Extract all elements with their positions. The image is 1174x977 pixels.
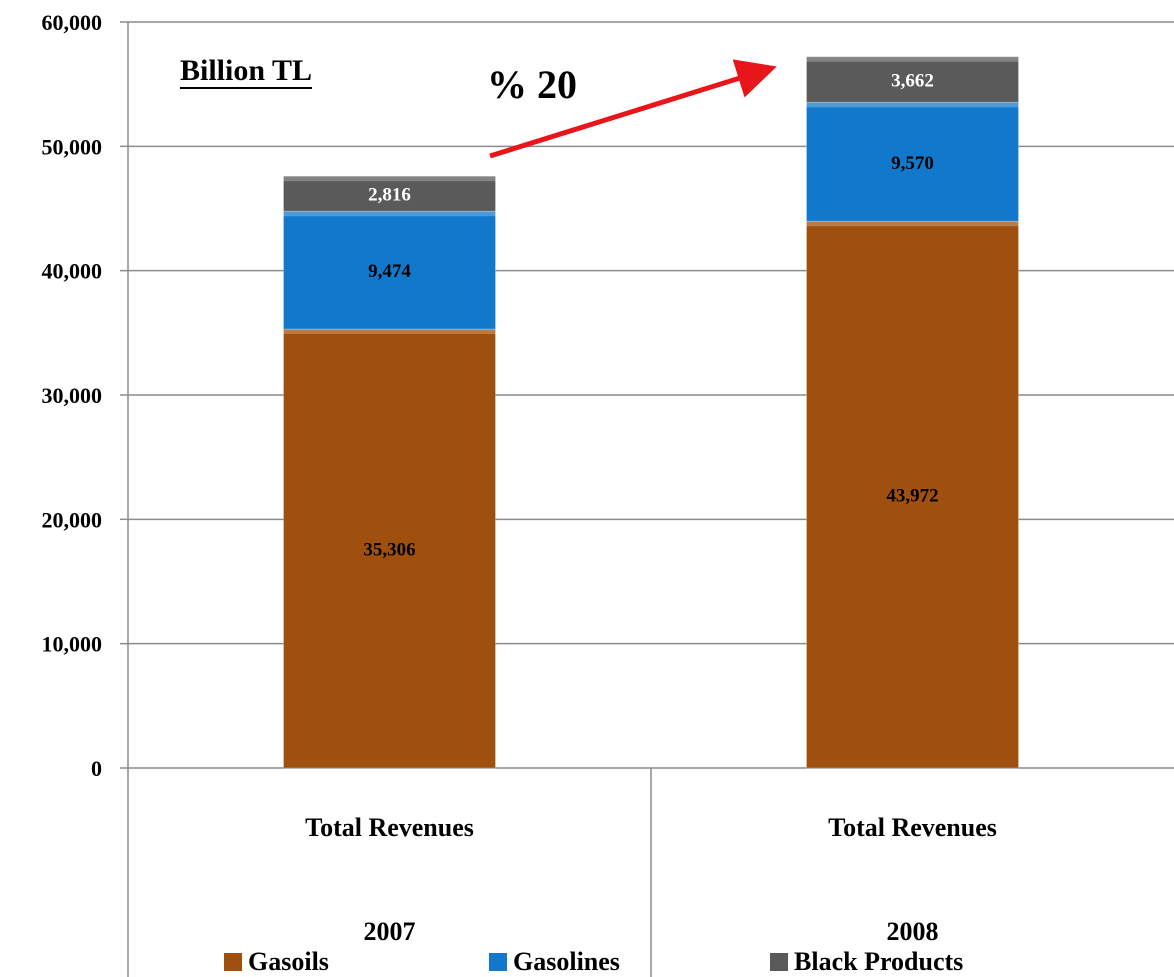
legend: Gasoils Gasolines Black Products bbox=[224, 947, 963, 976]
chart-title: Billion TL bbox=[180, 54, 312, 87]
y-tick-label: 60,000 bbox=[42, 10, 103, 35]
category-labels: Total Revenues 2007 Total Revenues 2008 bbox=[305, 813, 997, 946]
y-tick-label: 30,000 bbox=[42, 383, 103, 408]
legend-swatch bbox=[770, 953, 788, 971]
y-axis-tick-labels: 0 10,000 20,000 30,000 40,000 50,000 60,000 bbox=[42, 10, 103, 781]
bar-bevel bbox=[283, 176, 496, 182]
y-tick-label: 10,000 bbox=[42, 632, 103, 657]
bar-bevel bbox=[283, 211, 496, 217]
legend-label: Black Products bbox=[794, 947, 963, 976]
category-group-label: 2007 bbox=[364, 917, 416, 946]
legend-swatch bbox=[489, 953, 507, 971]
y-tick-label: 40,000 bbox=[42, 259, 103, 284]
y-tick-label: 50,000 bbox=[42, 134, 103, 159]
category-label: Total Revenues bbox=[305, 813, 474, 842]
data-label: 43,972 bbox=[886, 486, 938, 507]
y-tick-label: 20,000 bbox=[42, 507, 103, 532]
growth-arrow bbox=[489, 59, 777, 159]
bar-segment bbox=[806, 101, 1019, 222]
bar-segment bbox=[806, 56, 1019, 103]
legend-swatch bbox=[224, 953, 242, 971]
data-label: 3,662 bbox=[891, 71, 934, 92]
data-label: 9,474 bbox=[368, 261, 411, 282]
legend-label: Gasoils bbox=[248, 947, 329, 976]
y-tick-label: 0 bbox=[91, 756, 102, 781]
bar-bevel bbox=[806, 56, 1019, 62]
bar-bevel bbox=[806, 221, 1019, 227]
data-label: 9,570 bbox=[891, 153, 934, 174]
growth-annotation: % 20 bbox=[487, 62, 577, 107]
bars: 35,306 9,474 2,816 43,972 9,570 3,662 bbox=[283, 56, 1019, 769]
bar-segment bbox=[283, 175, 496, 212]
bar-segment bbox=[283, 210, 496, 330]
bar-bevel bbox=[283, 329, 496, 335]
bar-segment bbox=[283, 328, 496, 769]
bar-segment bbox=[806, 220, 1019, 769]
category-group-label: 2008 bbox=[887, 917, 939, 946]
data-label: 35,306 bbox=[363, 540, 415, 561]
legend-label: Gasolines bbox=[513, 947, 620, 976]
data-label: 2,816 bbox=[368, 185, 411, 206]
category-label: Total Revenues bbox=[828, 813, 997, 842]
bar-bevel bbox=[806, 102, 1019, 108]
